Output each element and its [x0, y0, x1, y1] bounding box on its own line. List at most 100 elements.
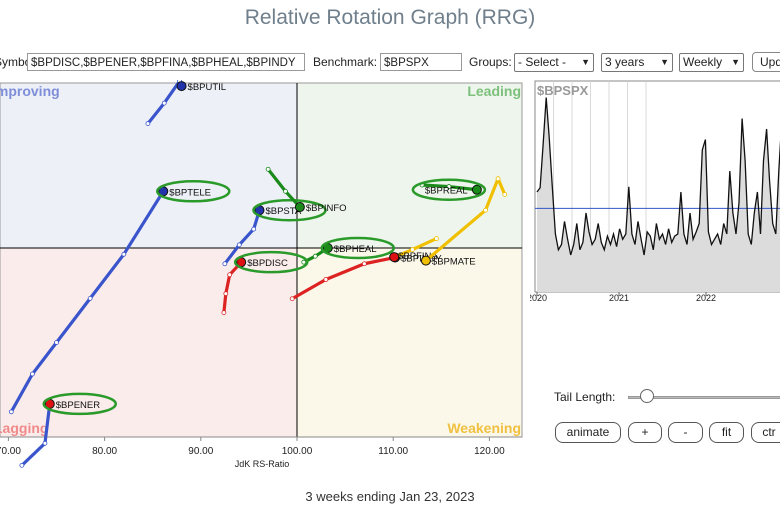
tail-point	[289, 296, 295, 302]
tail-point	[502, 192, 508, 197]
benchmark-label: Benchmark:	[313, 55, 378, 69]
x-tick-label: 110.00	[378, 446, 408, 457]
highlight-ellipse	[233, 250, 309, 274]
series-head-marker[interactable]	[176, 81, 187, 92]
tail-point	[30, 371, 35, 377]
series-tail-line	[424, 177, 507, 263]
chevron-down-icon: ▼	[581, 57, 590, 67]
groups-select-value: - Select -	[518, 55, 567, 69]
benchmark-title: $BPSPX	[537, 83, 589, 98]
quadrant-leading	[296, 82, 523, 249]
tail-point	[265, 166, 271, 172]
zoom-in-button[interactable]: +	[628, 422, 662, 443]
series-label: $BPFINA	[398, 251, 438, 262]
symbols-input[interactable]: $BPDISC,$BPENER,$BPFINA,$BPHEAL,$BPINDY	[27, 53, 305, 71]
chevron-down-icon: ▼	[731, 57, 740, 67]
tail-point	[312, 253, 318, 259]
series-bpreal[interactable]: $BPREAL	[411, 178, 487, 201]
x-tick-label: 100.00	[282, 446, 313, 457]
series-bpheal[interactable]: $BPHEAL	[301, 236, 396, 265]
highlight-ellipse	[156, 180, 231, 203]
tail-point	[410, 247, 415, 252]
tail-point	[161, 100, 167, 106]
tail-point	[221, 310, 227, 315]
tail-point	[145, 121, 151, 126]
quadrant-label-leading: Leading	[467, 83, 521, 99]
frequency-select-value: Weekly	[683, 55, 723, 69]
series-bpener[interactable]: $BPENER	[19, 392, 118, 468]
series-bpdisc[interactable]: $BPDISC	[221, 250, 309, 315]
tail-length-track[interactable]	[628, 396, 780, 399]
quadrant-label-weakening: Weakening	[447, 420, 521, 436]
series-label: $BPREAL	[425, 186, 468, 197]
chevron-down-icon: ▼	[660, 57, 669, 67]
tail-point	[236, 242, 242, 248]
x-axis-label: JdK RS-Ratio	[235, 459, 290, 469]
rrg-chart[interactable]: Improving Leading Lagging Weakening 70.0…	[0, 80, 530, 475]
series-head-marker[interactable]	[471, 184, 482, 195]
x-tick-label: 90.00	[188, 446, 213, 457]
tail-point	[227, 272, 233, 278]
series-label: $BPTELE	[169, 187, 211, 198]
tail-length-thumb[interactable]	[640, 389, 654, 403]
series-head-marker[interactable]	[294, 202, 305, 213]
series-label: $BPINFO	[306, 203, 347, 214]
benchmark-tick-label: 2022	[696, 293, 716, 303]
date-caption: 3 weeks ending Jan 23, 2023	[305, 489, 475, 504]
series-label: $BPHEAL	[334, 244, 377, 255]
update-button[interactable]: Update	[752, 52, 780, 72]
zoom-out-button[interactable]: -	[668, 422, 703, 443]
series-label: $BPUTIL	[188, 82, 227, 93]
period-select[interactable]: 3 years ▼	[601, 53, 673, 72]
quadrant-lagging	[0, 247, 298, 438]
series-head-marker[interactable]	[420, 255, 431, 266]
page-title: Relative Rotation Graph (RRG)	[244, 6, 536, 29]
series-bpmate[interactable]: $BPMATE	[420, 176, 508, 268]
series-label: $BPMATE	[432, 257, 476, 268]
series-tail-line	[223, 208, 262, 266]
series-label: $BPENER	[56, 400, 100, 411]
series-label: $BPSTA	[265, 206, 301, 217]
center-button[interactable]: ctr	[751, 422, 780, 443]
tail-point	[283, 188, 288, 194]
series-head-marker[interactable]	[389, 252, 400, 263]
highlight-ellipse	[252, 198, 327, 222]
series-tail-line	[222, 260, 243, 315]
series-bpinfo[interactable]: $BPINFO	[265, 166, 347, 214]
tail-point	[323, 277, 329, 282]
quadrant-weakening	[296, 247, 523, 438]
tail-point	[301, 259, 307, 265]
series-label: $BPDISC	[247, 258, 288, 269]
groups-select[interactable]: - Select - ▼	[514, 53, 594, 72]
tail-point	[361, 261, 367, 267]
tail-point	[222, 261, 228, 267]
period-select-value: 3 years	[605, 55, 645, 69]
benchmark-input[interactable]: $BPSPX	[380, 53, 462, 71]
series-bpfina[interactable]: $BPFINA	[389, 236, 439, 263]
tail-point	[434, 236, 439, 241]
animate-button[interactable]: animate	[555, 422, 621, 443]
tail-point	[495, 176, 501, 182]
series-bpsta[interactable]: $BPSTA	[222, 198, 327, 267]
tail-point	[8, 409, 14, 415]
highlight-ellipse	[411, 178, 487, 201]
frequency-select[interactable]: Weekly ▼	[679, 53, 744, 72]
quadrant-label-lagging: Lagging	[0, 420, 48, 436]
highlight-ellipse	[320, 236, 396, 260]
benchmark-area	[537, 97, 780, 292]
series-bptele[interactable]: $BPTELE	[8, 180, 231, 415]
highlight-ellipse	[42, 392, 118, 416]
series-tail-line	[290, 255, 397, 301]
tail-point	[223, 291, 229, 297]
quadrant-label-improving: Improving	[0, 83, 60, 99]
tail-length-label: Tail Length:	[554, 390, 616, 404]
tail-point	[87, 295, 93, 301]
quadrant-improving	[0, 82, 298, 249]
fit-button[interactable]: fit	[709, 422, 744, 443]
tail-point	[446, 184, 452, 189]
tail-point	[19, 462, 25, 468]
tail-point	[42, 440, 48, 446]
series-bputil[interactable]: $BPUTIL	[145, 80, 227, 126]
